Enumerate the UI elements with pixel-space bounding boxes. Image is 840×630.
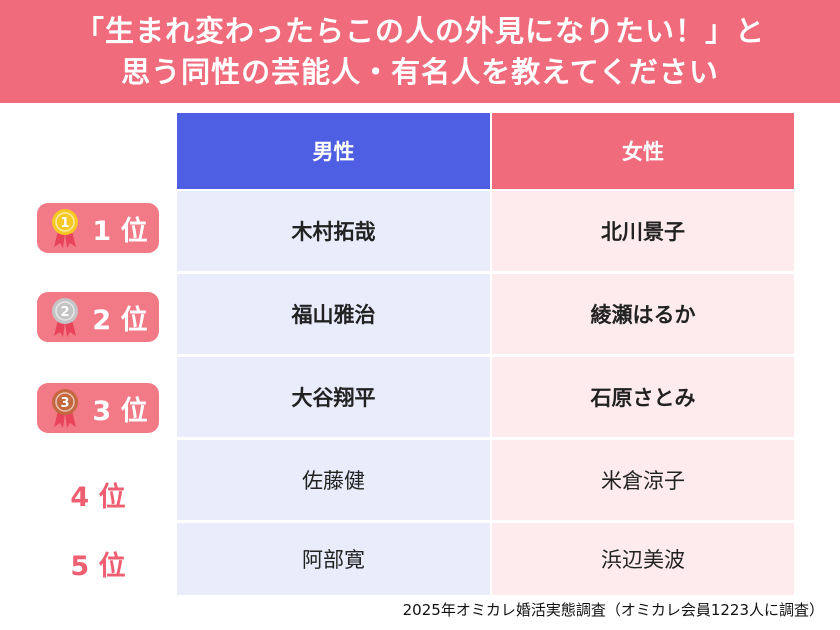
header-female: 女性 [492, 113, 794, 189]
medal-ribbon-right [65, 411, 77, 428]
rank-label-4: 4 位 [70, 481, 126, 513]
rank-badge-2: 2 2 位 [37, 292, 159, 342]
medal-number: 2 [61, 305, 70, 320]
title-line-2: 思う同性の芸能人・有名人を教えてください [121, 55, 719, 89]
gold-medal-icon: 1 [52, 209, 79, 248]
rank3-female: 石原さとみ [492, 357, 794, 437]
medal-number: 1 [61, 216, 70, 231]
title-line-1: 「生まれ変わったらこの人の外見になりたい！」と [74, 14, 765, 48]
rank-label-2: 2 位 [92, 304, 148, 336]
rank3-male: 大谷翔平 [177, 357, 490, 437]
rank4-male: 佐藤健 [177, 440, 490, 520]
rank-label-5: 5 位 [70, 550, 126, 582]
source-note: 2025年オミカレ婚活実態調査（オミカレ会員1223人に調査） [402, 601, 824, 619]
rank2-male: 福山雅治 [177, 274, 490, 354]
ranking-table: 男性 女性 木村拓哉 北川景子 福山雅治 綾瀬はるか 大谷翔平 石原さとみ 佐藤… [177, 113, 794, 595]
rank4-female: 米倉涼子 [492, 440, 794, 520]
rank1-male: 木村拓哉 [177, 191, 490, 271]
medal-ribbon-left [54, 411, 66, 428]
rank-badge-3: 3 3 位 [37, 383, 159, 433]
rank1-female: 北川景子 [492, 191, 794, 271]
medal-ribbon-right [65, 231, 77, 248]
medal-number: 3 [61, 396, 70, 411]
bronze-medal-icon: 3 [52, 389, 79, 428]
silver-medal-icon: 2 [52, 298, 79, 337]
rank5-male: 阿部寛 [177, 523, 490, 595]
medal-ribbon-left [54, 231, 66, 248]
rank2-female: 綾瀬はるか [492, 274, 794, 354]
title-banner: 「生まれ変わったらこの人の外見になりたい！」と 思う同性の芸能人・有名人を教えて… [0, 0, 840, 103]
rank-label-3: 3 位 [92, 395, 148, 427]
rank-badge-1: 1 1 位 [37, 203, 159, 253]
medal-ribbon-left [54, 320, 66, 337]
rank5-female: 浜辺美波 [492, 523, 794, 595]
rank-label-1: 1 位 [92, 215, 148, 247]
header-male: 男性 [177, 113, 490, 189]
medal-ribbon-right [65, 320, 77, 337]
